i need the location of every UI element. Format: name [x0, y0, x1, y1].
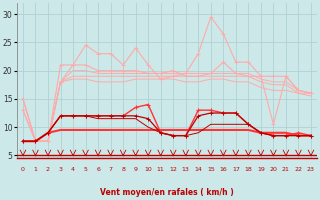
- X-axis label: Vent moyen/en rafales ( km/h ): Vent moyen/en rafales ( km/h ): [100, 188, 234, 197]
